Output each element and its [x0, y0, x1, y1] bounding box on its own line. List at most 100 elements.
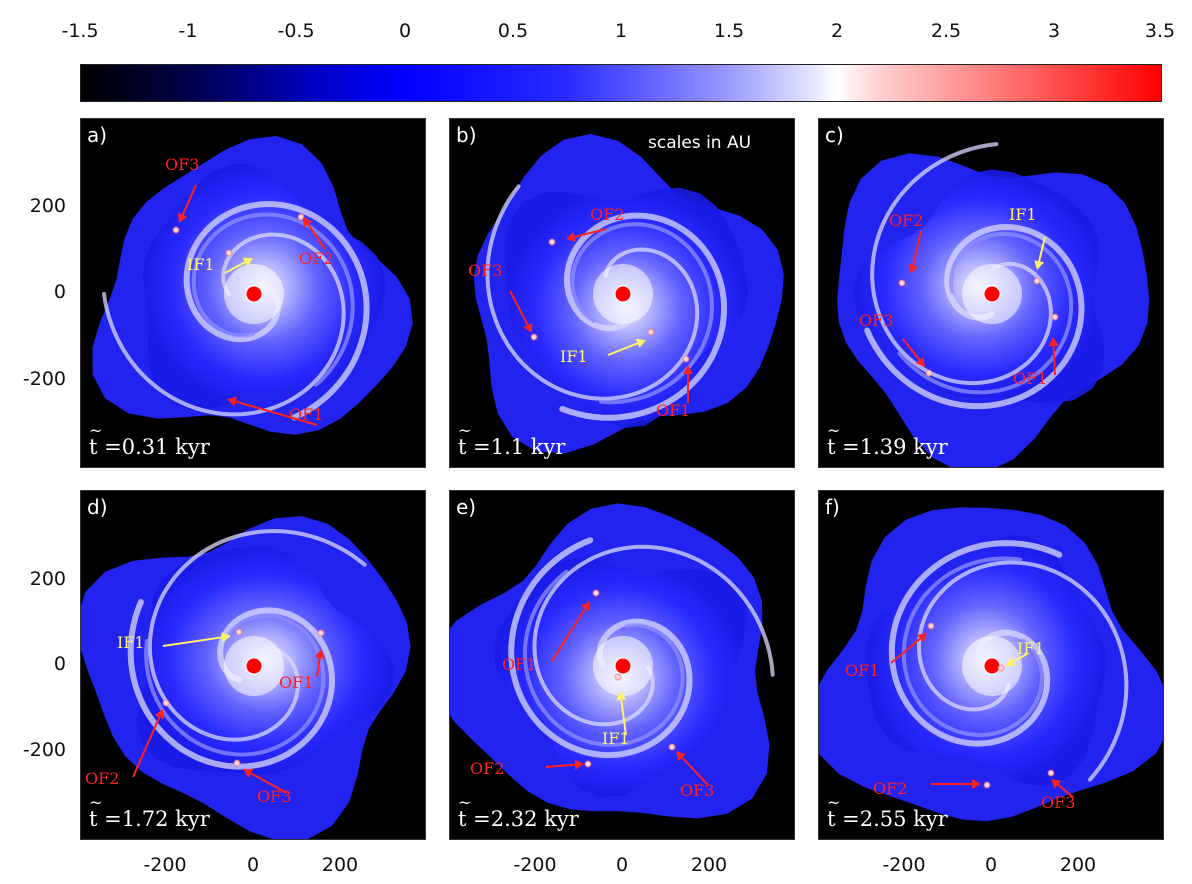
- annotation-arrow: [132, 716, 161, 778]
- annotation-arrowhead: [242, 257, 253, 267]
- annotation-arrow: [509, 290, 529, 326]
- fragment-label-of3: OF3: [257, 787, 292, 806]
- time-label: t =2.32 kyr: [458, 807, 579, 831]
- annotation-arrow: [307, 223, 326, 250]
- colorbar: [80, 64, 1162, 102]
- colorbar-tick: -1.5: [61, 20, 99, 42]
- spiral-arm: [917, 560, 1129, 782]
- spiral-arm: [523, 569, 685, 747]
- fragment-dot: [682, 355, 690, 363]
- fragment-dot: [983, 781, 991, 789]
- colorbar-tick: 3: [1047, 20, 1061, 42]
- fragment-dot: [1047, 769, 1055, 777]
- fragment-dot: [925, 369, 933, 377]
- x-tick-label: 0: [984, 854, 998, 876]
- fragment-label-of1: OF1: [656, 401, 691, 420]
- annotation-arrowhead: [1005, 657, 1016, 667]
- y-tick-label: 200: [29, 195, 66, 217]
- panel-label: e): [456, 495, 477, 519]
- colorbar-tick: 0: [398, 20, 412, 42]
- central-star: [614, 285, 632, 303]
- density-map: [819, 507, 1163, 822]
- fragment-dot: [1051, 313, 1059, 321]
- annotation-arrow: [181, 184, 197, 216]
- annotation-arrowhead: [908, 264, 918, 274]
- annotation-arrow: [316, 657, 321, 678]
- annotation-arrow: [1052, 345, 1056, 376]
- density-panel-f: f) OF1 IF1 OF2 OF3 t =2.55 kyr: [818, 490, 1164, 840]
- fragment-label-of2: OF2: [85, 769, 120, 788]
- colorbar-tick: 2: [830, 20, 844, 42]
- spiral-arm: [147, 528, 367, 742]
- density-panel-b: b) scales in AU OF2 OF3 IF1 OF1 t =1.1 kyr: [449, 118, 795, 468]
- fragment-label-if1: IF1: [117, 633, 145, 652]
- spiral-arm: [570, 222, 714, 405]
- fragment-label-if1: IF1: [1009, 205, 1037, 224]
- annotation-arrowhead: [154, 709, 164, 720]
- x-tick-label: 200: [321, 854, 359, 876]
- annotation-arrow: [1057, 783, 1074, 798]
- spiral-arm: [559, 212, 727, 421]
- fragment-label-of1: OF1: [1013, 369, 1048, 388]
- fragment-label-of2: OF2: [299, 249, 334, 268]
- annotation-arrowhead: [574, 759, 584, 770]
- fragment-label-if1: IF1: [560, 347, 588, 366]
- annotation-arrowhead: [683, 365, 693, 374]
- x-tick-label: -200: [882, 854, 926, 876]
- fragment-label-of2: OF2: [470, 759, 505, 778]
- central-star: [614, 657, 632, 675]
- fragment-label-of1: OF1: [502, 655, 537, 674]
- time-label: t =1.1 kyr: [458, 435, 565, 459]
- annotation-arrow: [890, 637, 921, 664]
- fragment-dot: [233, 759, 241, 767]
- central-star: [245, 285, 263, 303]
- y-tick-label: 200: [29, 568, 66, 590]
- fragment-label-of3: OF3: [165, 155, 200, 174]
- fragment-label-of3: OF3: [1041, 793, 1076, 812]
- annotation-arrow: [162, 636, 223, 647]
- spiral-arm: [888, 540, 1063, 747]
- fragment-dot: [162, 699, 170, 707]
- fragment-dot: [225, 249, 233, 257]
- time-label: t =0.31 kyr: [89, 435, 210, 459]
- x-tick-label: -200: [143, 854, 187, 876]
- colorbar-tick: -1: [178, 20, 198, 42]
- spiral-arm: [191, 212, 355, 387]
- y-tick-label: -200: [22, 739, 66, 761]
- annotation-arrowhead: [1048, 337, 1059, 347]
- density-panel-c: c) OF2 IF1 OF3 OF1 t =1.39 kyr: [818, 118, 1164, 468]
- density-panel-d: d) IF1 OF1 OF2 OF3 t =1.72 kyr: [80, 490, 426, 840]
- annotation-arrowhead: [916, 633, 927, 643]
- fragment-label-of3: OF3: [468, 261, 503, 280]
- colorbar-tick: 2.5: [930, 20, 962, 42]
- spiral-arm: [864, 223, 1085, 410]
- x-tick-label: 0: [615, 854, 629, 876]
- annotation-arrow: [574, 228, 607, 238]
- annotation-arrowhead: [1034, 260, 1044, 270]
- fragment-label-of1: OF1: [289, 405, 324, 424]
- annotation-arrow: [235, 400, 318, 426]
- panel-label: a): [87, 123, 108, 147]
- fragment-label-of1: OF1: [279, 673, 314, 692]
- density-map: [92, 136, 413, 435]
- annotation-arrow: [250, 772, 288, 794]
- annotation-arrowhead: [523, 322, 533, 333]
- annotation-arrowhead: [314, 649, 325, 659]
- annotation-arrowhead: [566, 232, 576, 242]
- fragment-dot: [997, 664, 1005, 672]
- annotation-arrow: [681, 756, 709, 786]
- fragment-dot: [172, 226, 180, 234]
- fragment-dot: [647, 328, 655, 336]
- fragment-dot: [668, 743, 676, 751]
- central-star: [245, 657, 263, 675]
- fragment-dot: [317, 629, 325, 637]
- fragment-dot: [297, 213, 305, 221]
- fragment-label-if1: IF1: [1017, 639, 1045, 658]
- x-tick-label: 200: [1059, 854, 1097, 876]
- spiral-arm: [508, 537, 693, 759]
- annotation-arrow: [545, 763, 576, 768]
- colorbar-tick: 1.5: [713, 20, 745, 42]
- annotation-arrow: [620, 699, 627, 736]
- density-map: [837, 142, 1150, 467]
- annotation-arrow: [607, 342, 638, 356]
